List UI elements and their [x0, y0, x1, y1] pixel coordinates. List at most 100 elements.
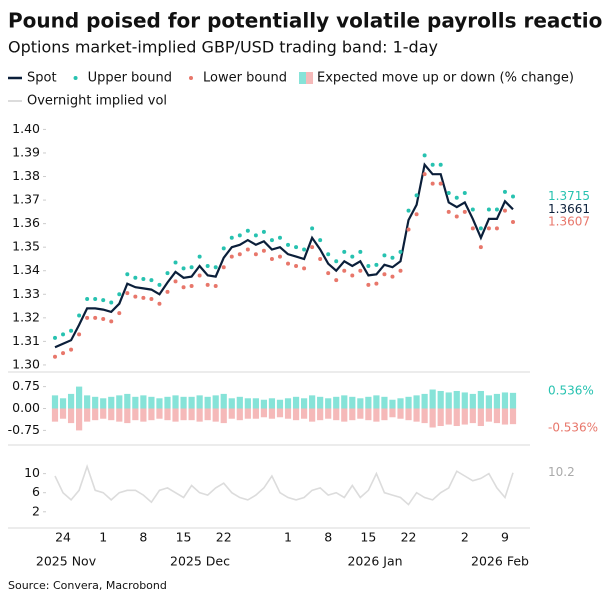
- series-line: [54, 162, 514, 349]
- bound-dot: [261, 248, 266, 253]
- end-label: 10.2: [548, 465, 575, 479]
- bar: [284, 398, 292, 409]
- bar: [188, 408, 195, 421]
- bar: [228, 398, 235, 409]
- bar: [132, 408, 139, 421]
- bar: [59, 408, 67, 419]
- end-label: 1.3607: [548, 214, 590, 228]
- bar: [124, 408, 131, 424]
- bound-dot: [462, 191, 467, 196]
- bar: [204, 408, 211, 421]
- bar: [116, 395, 123, 409]
- bar: [196, 395, 203, 409]
- bar: [317, 396, 324, 409]
- bound-dot: [446, 209, 451, 214]
- bar: [164, 408, 171, 421]
- bar: [188, 396, 195, 409]
- bar: [317, 408, 324, 421]
- bound-dot: [93, 315, 98, 320]
- bound-dot: [374, 281, 379, 286]
- bar: [260, 399, 268, 409]
- bound-dot: [350, 254, 355, 259]
- bound-dot: [318, 238, 323, 243]
- bar: [67, 408, 75, 424]
- bound-dot: [406, 227, 411, 232]
- bar: [397, 408, 404, 419]
- bar: [493, 408, 501, 424]
- bound-dot: [486, 226, 491, 231]
- bound-dot: [478, 245, 483, 250]
- bound-dot: [310, 226, 315, 231]
- bar: [76, 386, 83, 409]
- bound-dot: [77, 313, 82, 318]
- bound-dot: [133, 275, 138, 280]
- bound-dot: [398, 249, 403, 254]
- bound-dot: [422, 172, 427, 177]
- bound-dot: [125, 272, 130, 277]
- bound-dot: [205, 282, 210, 287]
- bar: [485, 408, 492, 422]
- bound-dot: [237, 252, 242, 257]
- bound-dot: [69, 347, 74, 352]
- legend-swatch: [73, 76, 78, 80]
- legend-label: Overnight implied vol: [27, 94, 167, 109]
- y-tick-label: 2: [32, 503, 40, 518]
- bar: [309, 395, 316, 409]
- bound-dot: [406, 208, 411, 213]
- x-tick-label: 15: [360, 530, 376, 545]
- bar: [349, 396, 356, 409]
- source: Source: Convera, Macrobond: [8, 579, 167, 592]
- bound-dot: [181, 266, 186, 271]
- bar: [349, 408, 356, 421]
- bar: [373, 408, 380, 422]
- bar: [485, 395, 492, 409]
- bound-dot: [141, 276, 146, 281]
- bound-dot: [502, 189, 507, 194]
- bar: [220, 393, 227, 409]
- bar: [373, 395, 380, 409]
- bound-dot: [189, 284, 194, 289]
- bound-dot: [358, 268, 363, 273]
- bar: [276, 399, 284, 409]
- bound-dot: [237, 233, 242, 238]
- bound-dot: [213, 265, 218, 270]
- bound-dot: [229, 254, 234, 259]
- bar: [389, 408, 396, 418]
- bound-dot: [382, 253, 387, 258]
- bound-dot: [294, 245, 299, 250]
- bound-dot: [470, 226, 475, 231]
- bar: [509, 408, 517, 425]
- x-group-label: 2026 Jan: [347, 554, 402, 569]
- bar: [461, 392, 468, 409]
- bar: [405, 396, 412, 409]
- y-tick-label: 1.38: [12, 168, 40, 183]
- bound-dot: [430, 181, 435, 186]
- bound-dot: [277, 254, 282, 259]
- bar: [276, 408, 284, 418]
- series-line: [54, 464, 514, 506]
- x-tick-label: 1: [99, 530, 107, 545]
- bar: [397, 398, 404, 409]
- bar: [365, 396, 372, 409]
- bound-dot: [374, 262, 379, 267]
- bound-dot: [197, 254, 202, 259]
- bound-dot: [494, 207, 499, 212]
- y-tick-label: 1.36: [12, 215, 40, 230]
- bound-dot: [77, 332, 82, 337]
- x-tick-label: 22: [216, 530, 232, 545]
- bound-dot: [486, 207, 491, 212]
- bar: [292, 396, 300, 409]
- bound-dot: [430, 162, 435, 167]
- legend-swatch: [189, 76, 193, 80]
- bound-dot: [101, 317, 106, 322]
- bound-dot: [61, 332, 66, 337]
- bound-dot: [157, 301, 162, 306]
- bound-dot: [205, 264, 210, 269]
- bound-dot: [366, 264, 371, 269]
- bound-dot: [334, 259, 339, 264]
- bound-dot: [221, 265, 226, 270]
- bar: [413, 408, 420, 422]
- bar: [108, 396, 115, 409]
- bound-dot: [109, 319, 114, 324]
